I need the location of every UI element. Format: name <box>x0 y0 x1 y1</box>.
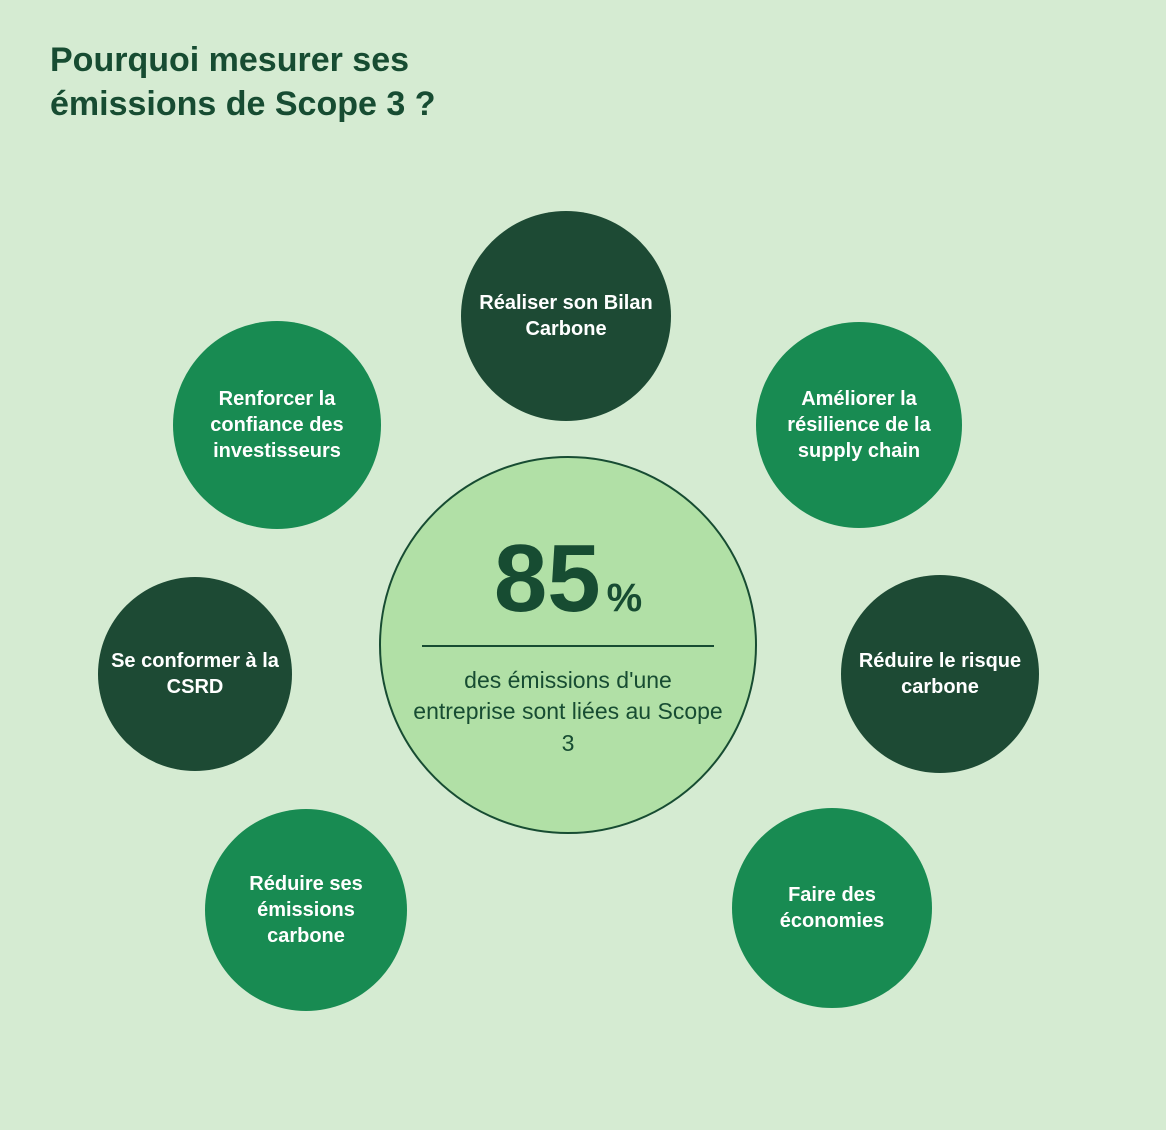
center-number: 85 <box>494 531 601 627</box>
bubble-label: Réduire le risque carbone <box>853 648 1027 700</box>
bubble-label: Renforcer la confiance des investisseurs <box>185 386 369 464</box>
center-stat: 85 % <box>494 531 642 645</box>
bubble: Améliorer la résilience de la supply cha… <box>756 322 962 528</box>
center-percent: % <box>607 576 643 621</box>
bubble-label: Réaliser son Bilan Carbone <box>473 290 659 342</box>
bubble: Réaliser son Bilan Carbone <box>461 211 671 421</box>
center-circle: 85 % des émissions d'une entreprise sont… <box>379 456 757 834</box>
bubble: Réduire ses émissions carbone <box>205 809 407 1011</box>
radial-infographic: 85 % des émissions d'une entreprise sont… <box>0 180 1166 1080</box>
bubble-label: Améliorer la résilience de la supply cha… <box>768 386 950 464</box>
bubble-label: Réduire ses émissions carbone <box>217 871 395 949</box>
center-subtitle: des émissions d'une entreprise sont liée… <box>381 647 755 758</box>
bubble: Se conformer à la CSRD <box>98 577 292 771</box>
bubble-label: Se conformer à la CSRD <box>110 648 280 700</box>
bubble-label: Faire des économies <box>744 882 920 934</box>
bubble: Renforcer la confiance des investisseurs <box>173 321 381 529</box>
bubble: Réduire le risque carbone <box>841 575 1039 773</box>
bubble: Faire des économies <box>732 808 932 1008</box>
page-title: Pourquoi mesurer ses émissions de Scope … <box>50 38 550 126</box>
